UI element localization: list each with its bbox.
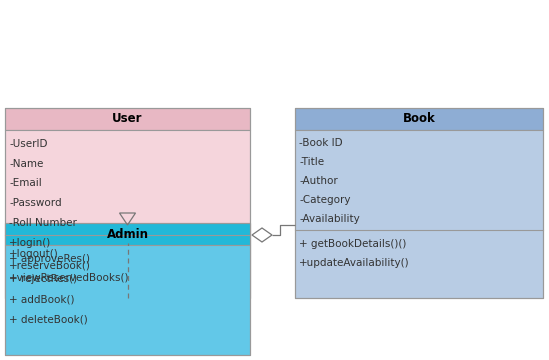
Text: +logout(): +logout() xyxy=(9,249,59,260)
Text: -Category: -Category xyxy=(299,195,350,205)
Bar xyxy=(295,108,543,298)
Bar xyxy=(5,130,250,298)
Bar xyxy=(5,108,250,298)
Text: +reserveBook(): +reserveBook() xyxy=(9,261,91,271)
Text: -Password: -Password xyxy=(9,198,61,208)
Text: + addBook(): + addBook() xyxy=(9,294,75,304)
Text: -Author: -Author xyxy=(299,176,338,186)
Text: + rejectRes(): + rejectRes() xyxy=(9,274,77,284)
Text: +updateAvailability(): +updateAvailability() xyxy=(299,258,410,268)
Text: + deleteBook(): + deleteBook() xyxy=(9,314,88,324)
Text: -Name: -Name xyxy=(9,159,43,169)
Text: -Email: -Email xyxy=(9,179,42,189)
Bar xyxy=(295,130,543,298)
Bar xyxy=(5,223,250,355)
Text: +login(): +login() xyxy=(9,238,51,248)
Text: + getBookDetails()(): + getBookDetails()() xyxy=(299,239,406,249)
Text: Book: Book xyxy=(402,112,435,126)
Text: User: User xyxy=(112,112,143,126)
Text: -Title: -Title xyxy=(299,157,324,167)
Text: -Availability: -Availability xyxy=(299,214,360,224)
Text: +viewReservedBooks(): +viewReservedBooks() xyxy=(9,273,130,282)
Bar xyxy=(295,108,543,130)
Text: -Book ID: -Book ID xyxy=(299,138,343,148)
Bar xyxy=(5,245,250,355)
Bar xyxy=(5,108,250,130)
Text: Admin: Admin xyxy=(107,228,148,240)
Bar xyxy=(5,223,250,245)
Text: -UserID: -UserID xyxy=(9,139,48,149)
Text: -Roll Number: -Roll Number xyxy=(9,218,77,228)
Text: + approveRes(): + approveRes() xyxy=(9,254,90,264)
